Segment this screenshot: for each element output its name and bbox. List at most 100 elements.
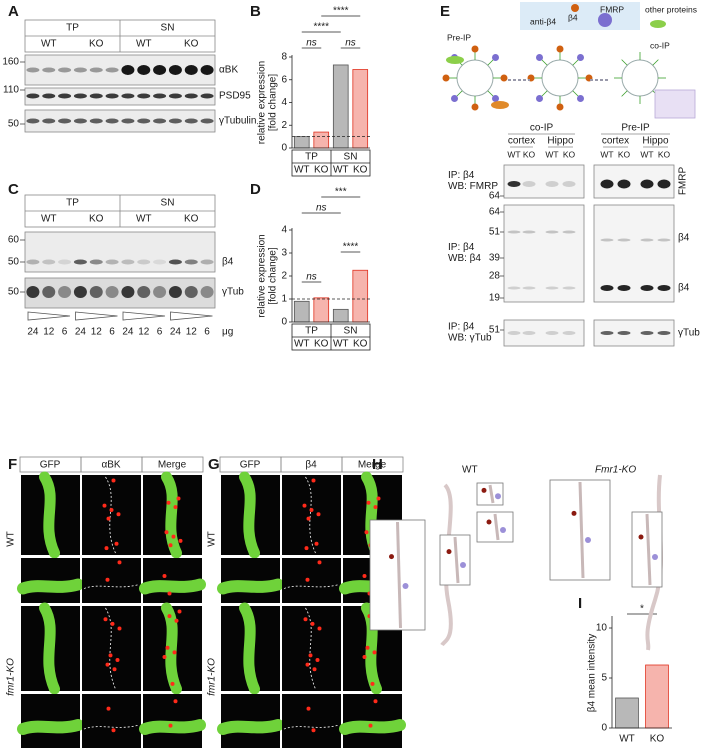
genotype-label: KO xyxy=(89,214,104,225)
row-label: fmr1-KO xyxy=(6,658,17,696)
panel-label: H xyxy=(372,456,383,473)
region-label: Hippo xyxy=(547,136,574,147)
legend-text: FMRP xyxy=(600,4,624,14)
blot-band xyxy=(522,181,536,187)
puncta xyxy=(176,496,181,501)
y-axis-label: relative expression xyxy=(257,234,268,317)
blot-band xyxy=(522,331,536,335)
puncta xyxy=(111,478,116,483)
x-tick-label: KO xyxy=(314,165,329,176)
complex xyxy=(500,74,508,82)
panel-label: D xyxy=(250,181,261,198)
blot xyxy=(24,54,216,86)
blot-band xyxy=(137,259,151,265)
blot-band xyxy=(73,118,87,124)
blot-band xyxy=(153,118,167,124)
blot-band xyxy=(89,93,103,99)
group-label: SN xyxy=(344,326,358,337)
spine xyxy=(500,527,506,533)
region-label: Hippo xyxy=(642,136,669,147)
puncta xyxy=(305,577,310,582)
blot-band xyxy=(640,331,654,335)
amount-label: 6 xyxy=(109,327,115,338)
y-tick-label: 10 xyxy=(596,623,608,634)
genotype-label: WT xyxy=(136,39,152,50)
y-tick-label: 5 xyxy=(601,673,607,684)
y-tick-label: 1 xyxy=(281,294,287,305)
amount-label: 6 xyxy=(157,327,163,338)
blot-band xyxy=(657,238,671,242)
fmrp-icon xyxy=(598,13,612,27)
complex xyxy=(492,95,500,103)
puncta xyxy=(171,534,176,539)
blot-band xyxy=(562,286,576,290)
mw-marker: 110 xyxy=(3,85,19,96)
blot-band xyxy=(42,93,56,99)
spine-puncta xyxy=(571,510,577,516)
bar xyxy=(645,664,669,729)
blot-band xyxy=(617,179,631,189)
blot-band xyxy=(545,286,559,290)
channel-label: αBK xyxy=(101,460,120,471)
blot-band xyxy=(617,331,631,335)
micrograph xyxy=(282,606,341,691)
blot-band xyxy=(562,230,576,234)
blot xyxy=(24,231,216,273)
protein-icon xyxy=(446,56,464,64)
complex xyxy=(471,103,479,111)
bead xyxy=(456,59,494,97)
bar xyxy=(615,697,639,729)
x-tick-label: WT xyxy=(333,165,349,176)
x-tick-label: KO xyxy=(650,734,665,745)
micrograph xyxy=(82,606,141,691)
antibody xyxy=(541,59,548,66)
column-label: co-IP xyxy=(530,123,554,134)
y-tick-label: 0 xyxy=(281,143,287,154)
complex xyxy=(556,103,564,111)
puncta xyxy=(376,496,381,501)
x-tick-label: KO xyxy=(314,339,329,350)
blot-band xyxy=(137,65,151,75)
blot xyxy=(24,277,216,309)
y-tick-label: 2 xyxy=(281,120,287,131)
puncta xyxy=(114,541,119,546)
group-label: SN xyxy=(161,198,175,209)
mw-marker: 64 xyxy=(489,191,501,202)
genotype-label: KO xyxy=(523,149,536,159)
spine-puncta xyxy=(446,549,452,555)
blot-band xyxy=(600,285,614,291)
genotype-label: WT xyxy=(640,149,653,159)
mw-marker: 160 xyxy=(2,57,19,68)
inset-dendrite xyxy=(488,484,495,504)
bar xyxy=(293,136,310,149)
band-label: αBK xyxy=(219,65,238,76)
panel-label: C xyxy=(8,181,19,198)
outline xyxy=(105,476,116,554)
blot-band xyxy=(562,181,576,187)
puncta xyxy=(104,546,109,551)
outline xyxy=(83,724,140,730)
blot-band xyxy=(545,230,559,234)
inset-dendrite xyxy=(645,513,652,586)
mw-marker: 50 xyxy=(8,287,20,298)
genotype-label: WT xyxy=(600,149,613,159)
blot-band xyxy=(184,286,198,298)
dendrite xyxy=(239,602,260,695)
band-label: γTub xyxy=(678,328,700,339)
puncta xyxy=(116,512,121,517)
dendrite xyxy=(17,719,84,735)
complex xyxy=(492,53,500,61)
inset-dendrite xyxy=(578,481,585,579)
genotype-label: WT xyxy=(136,214,152,225)
mw-marker: 19 xyxy=(489,293,501,304)
puncta xyxy=(165,645,170,650)
panel-label: F xyxy=(8,456,17,473)
puncta xyxy=(178,538,183,543)
x-tick-label: WT xyxy=(294,339,310,350)
dendrite xyxy=(39,471,60,559)
puncta xyxy=(112,667,117,672)
blot-band xyxy=(105,93,119,99)
puncta xyxy=(111,728,116,733)
puncta xyxy=(373,505,378,510)
y-tick-label: 4 xyxy=(281,225,287,236)
